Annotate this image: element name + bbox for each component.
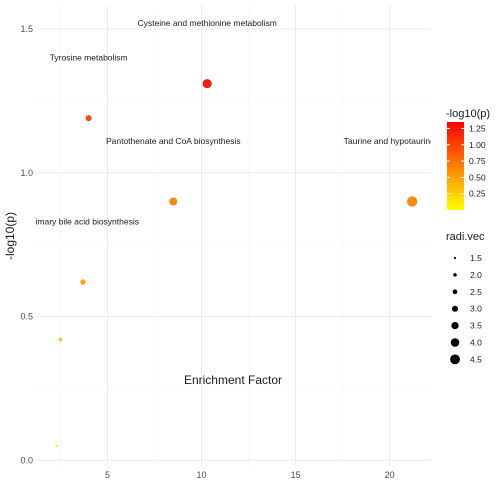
color-legend-title: -log10(p) [446, 108, 490, 120]
size-legend: radi.vec 1.5 2.0 2.5 3.0 3.5 4.0 4.5 [446, 231, 485, 364]
point-label: Taurine and hypotaurine metabolism [344, 136, 481, 146]
color-legend-label: 0.25 [469, 189, 486, 199]
grid-lines [36, 6, 431, 466]
size-legend-label: 2.5 [470, 287, 482, 297]
data-point [85, 115, 92, 122]
point-label: Cysteine and methionine metabolism [137, 18, 276, 28]
point-label: Pantothenate and CoA biosynthesis [106, 136, 241, 146]
x-tick-label: 10 [197, 470, 207, 480]
size-legend-key [450, 354, 460, 365]
data-point [58, 337, 63, 342]
color-bar [447, 122, 464, 210]
tick-labels: 5 10 15 20 0.0 0.5 1.0 1.5 [20, 24, 394, 480]
y-tick-label: 0.5 [20, 312, 33, 322]
y-tick-label: 1.0 [20, 168, 33, 178]
color-legend-label: 0.50 [469, 172, 486, 182]
x-tick-label: 15 [291, 470, 301, 480]
data-point [407, 196, 418, 207]
data-point [80, 279, 86, 285]
point-labels: Cysteine and methionine metabolism Tyrosi… [27, 18, 481, 227]
color-legend-label: 1.25 [469, 124, 486, 134]
size-legend-key [450, 338, 460, 347]
y-tick-label: 1.5 [20, 24, 33, 34]
x-axis-title: Enrichment Factor [184, 373, 282, 387]
size-legend-key [453, 256, 457, 260]
size-legend-label: 2.0 [470, 270, 482, 280]
color-legend-label: 0.75 [469, 156, 486, 166]
size-legend-key [452, 289, 458, 295]
point-label: Primary bile acid biosynthesis [27, 217, 139, 227]
data-point [169, 197, 178, 206]
x-tick-label: 20 [385, 470, 395, 480]
size-legend-key [451, 305, 459, 312]
y-axis-title: -log10(p) [3, 212, 17, 260]
size-legend-label: 4.5 [470, 354, 482, 364]
size-legend-label: 3.5 [470, 321, 482, 331]
data-point [202, 79, 212, 89]
color-legend: -log10(p) 1.25 1.00 0.75 0.50 0.25 [446, 108, 490, 210]
point-label: Tyrosine metabolism [50, 53, 128, 63]
data-points [55, 79, 418, 447]
size-legend-title: radi.vec [446, 231, 485, 243]
data-point [55, 444, 58, 447]
y-tick-label: 0.0 [20, 455, 33, 465]
color-legend-label: 1.00 [469, 140, 486, 150]
size-legend-key [451, 321, 459, 330]
size-legend-label: 3.0 [470, 304, 482, 314]
x-tick-label: 5 [105, 470, 110, 480]
size-legend-label: 1.5 [470, 253, 482, 263]
size-legend-key [453, 273, 457, 277]
size-legend-label: 4.0 [470, 338, 482, 348]
